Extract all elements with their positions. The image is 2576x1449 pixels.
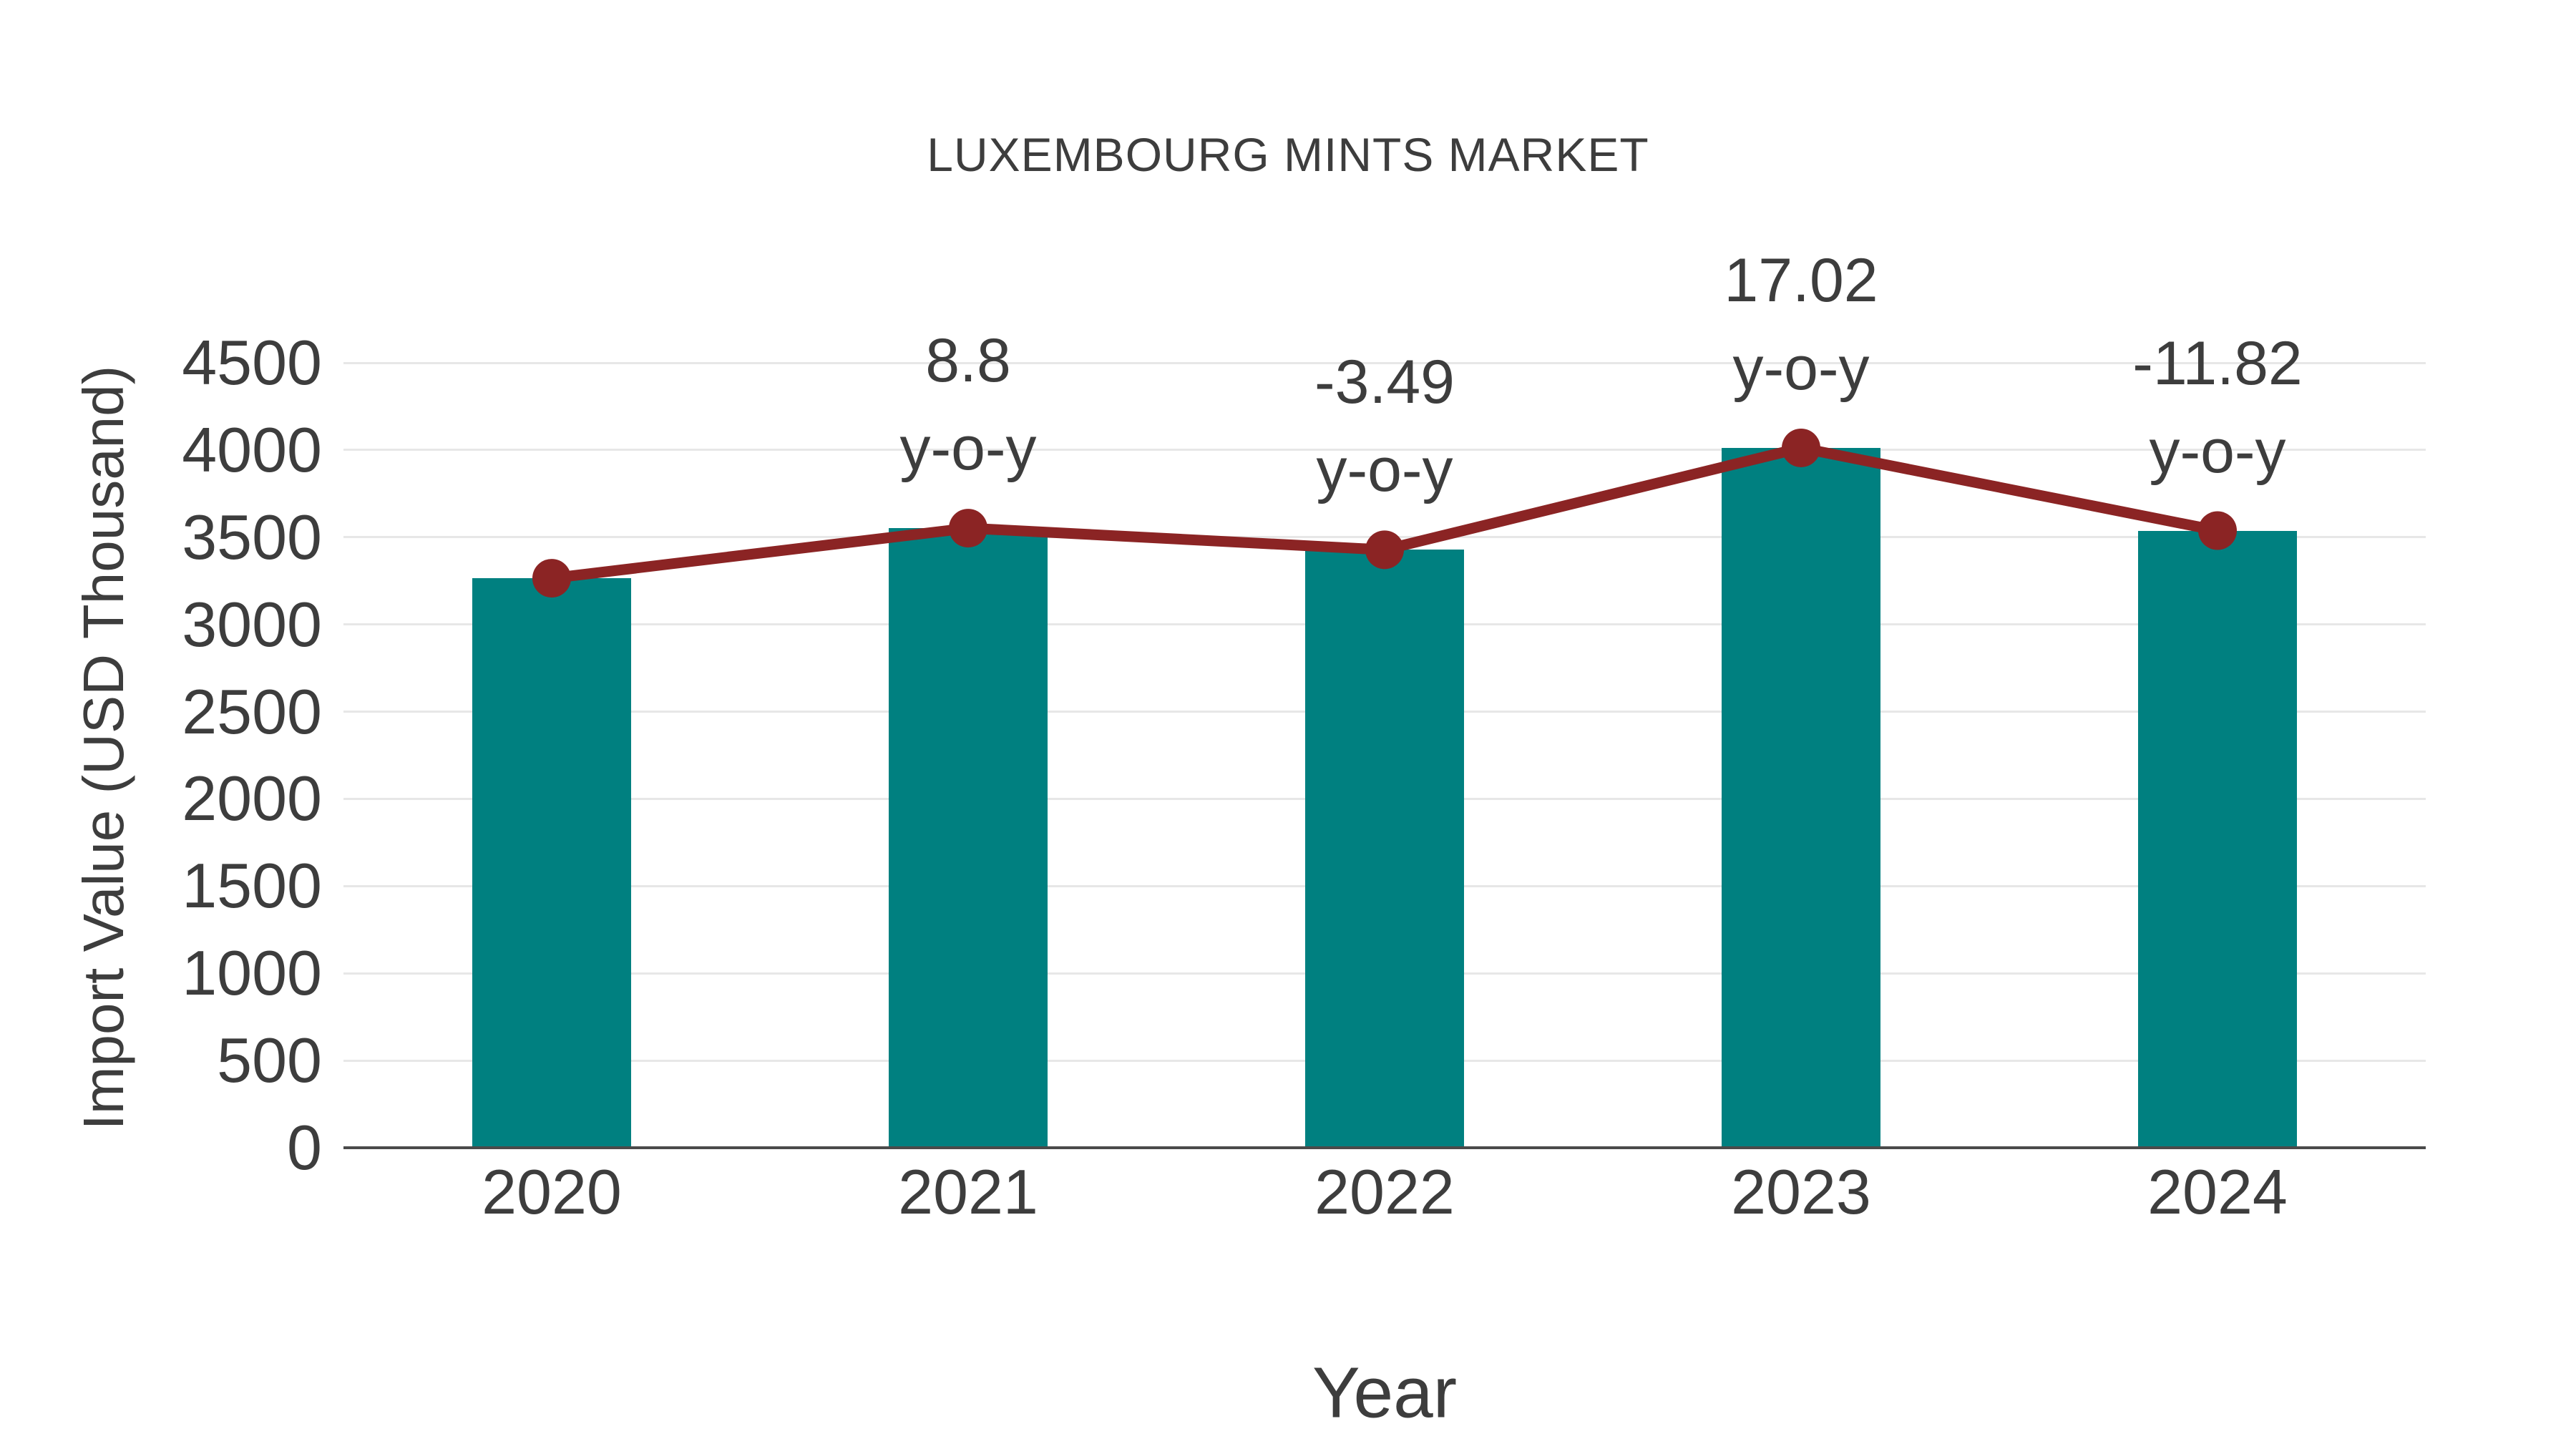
bar-2022 — [1305, 550, 1464, 1148]
chart-title: LUXEMBOURG MINTS MARKET — [927, 128, 1649, 181]
yoy-suffix: y-o-y — [2149, 416, 2286, 486]
bar-2024 — [2138, 530, 2297, 1148]
y-tick-label: 1500 — [182, 850, 322, 922]
yoy-value: -3.49 — [1314, 348, 1455, 417]
x-tick-label-2024: 2024 — [2147, 1156, 2288, 1227]
x-axis-line — [343, 1146, 2426, 1149]
x-tick-label-2021: 2021 — [898, 1156, 1038, 1227]
yoy-annotation-2022: -3.49 y-o-y — [1134, 338, 1635, 514]
y-tick-label: 0 — [287, 1112, 322, 1183]
yoy-annotation-2024: -11.82 y-o-y — [1967, 320, 2468, 496]
bar-2023 — [1722, 447, 1880, 1148]
x-tick-label-2022: 2022 — [1314, 1156, 1455, 1227]
data-point-marker-2021 — [949, 509, 987, 548]
x-axis-label: Year — [1312, 1352, 1458, 1433]
y-tick-label: 1000 — [182, 937, 322, 1009]
data-point-marker-2022 — [1365, 530, 1404, 570]
y-tick-label: 4000 — [182, 414, 322, 485]
data-point-marker-2023 — [1782, 428, 1820, 467]
gridline — [343, 361, 2426, 364]
yoy-annotation-2023: 17.02 y-o-y — [1551, 237, 2051, 413]
y-tick-label: 3500 — [182, 501, 322, 572]
y-tick-label: 4500 — [182, 327, 322, 398]
y-tick-label: 2500 — [182, 675, 322, 747]
bar-2020 — [472, 578, 631, 1148]
yoy-value: -11.82 — [2132, 328, 2303, 398]
data-point-marker-2020 — [532, 559, 571, 598]
bar-2021 — [889, 528, 1048, 1148]
yoy-annotation-2021: 8.8 y-o-y — [718, 317, 1219, 493]
x-tick-label-2020: 2020 — [482, 1156, 622, 1227]
x-tick-label-2023: 2023 — [1731, 1156, 1871, 1227]
yoy-suffix: y-o-y — [899, 414, 1037, 484]
yoy-suffix: y-o-y — [1316, 436, 1453, 505]
yoy-suffix: y-o-y — [1732, 333, 1870, 403]
y-tick-label: 2000 — [182, 763, 322, 834]
yoy-value: 17.02 — [1724, 245, 1878, 315]
y-tick-label: 3000 — [182, 588, 322, 660]
gridline — [343, 449, 2426, 452]
data-point-marker-2024 — [2198, 511, 2237, 550]
yoy-value: 8.8 — [925, 326, 1011, 396]
y-tick-label: 500 — [217, 1025, 322, 1096]
